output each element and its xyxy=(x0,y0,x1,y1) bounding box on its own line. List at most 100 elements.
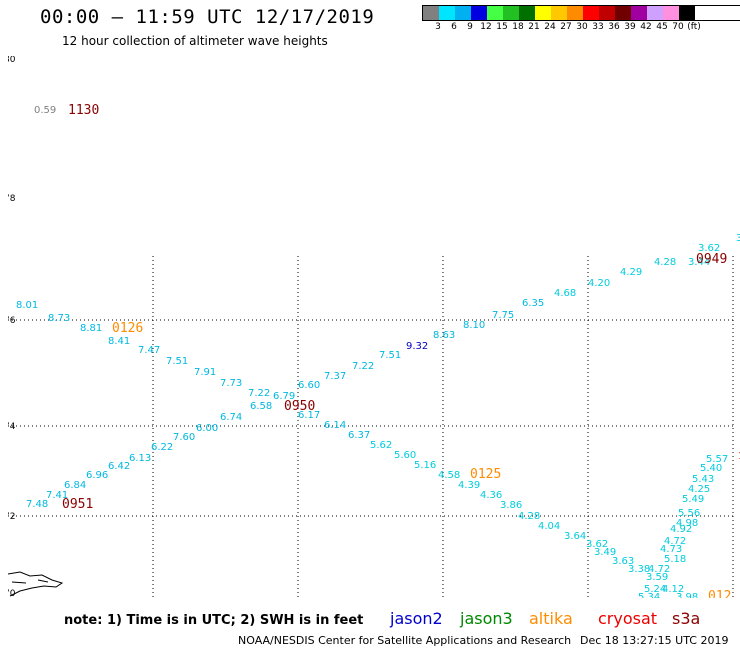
legend-swatch xyxy=(503,6,519,20)
latitude-tick-label: 72 xyxy=(8,512,15,522)
wave-height-label: 6.74 xyxy=(220,412,242,423)
wave-height-label: 5.43 xyxy=(692,474,714,485)
wave-height-label: 5.49 xyxy=(682,494,704,505)
legend-swatch xyxy=(519,6,535,20)
wave-height-label: 7.22 xyxy=(248,388,270,399)
wave-height-label: 6.96 xyxy=(86,470,108,481)
latitude-tick-label: 76 xyxy=(8,316,16,326)
wave-height-label: 6.00 xyxy=(196,423,218,434)
satellite-s3a: s3a xyxy=(672,609,701,628)
wave-height-label: 5.40 xyxy=(700,463,722,474)
legend-swatch xyxy=(679,6,695,20)
wave-height-label: 4.68 xyxy=(554,288,576,299)
wave-height-label: 5.57 xyxy=(706,454,728,465)
wave-height-label: 4.72 xyxy=(648,564,670,575)
legend-tick-label: 18 xyxy=(512,22,524,32)
wave-height-label: 3.86 xyxy=(500,500,522,511)
legend-swatch xyxy=(471,6,487,20)
wave-height-label: 5.62 xyxy=(370,440,392,451)
legend-swatch xyxy=(439,6,455,20)
legend-swatch xyxy=(615,6,631,20)
map-title: 00:00 – 11:59 UTC 12/17/2019 xyxy=(40,6,375,28)
legend-swatch xyxy=(487,6,503,20)
legend-tick-label: 36 xyxy=(608,22,620,32)
wave-height-label: 4.20 xyxy=(588,278,610,289)
latitude-tick-label: 70 xyxy=(8,589,16,598)
wave-height-label: 4.58 xyxy=(438,470,460,481)
wave-height-label: 4.36 xyxy=(480,490,502,501)
legend-tick-label: 42 xyxy=(640,22,652,32)
wave-height-label: 4.98 xyxy=(676,518,698,529)
wave-height-label: 6.79 xyxy=(273,391,295,402)
wave-height-label: 7.51 xyxy=(166,356,188,367)
legend-swatches xyxy=(422,5,740,21)
satellite-altika: altika xyxy=(529,609,573,628)
wave-height-label: 5.60 xyxy=(394,450,416,461)
legend-tick-labels: 3 6 9 12 15 18 21 24 27 30 33 36 39 42 45 70 (ft) xyxy=(422,21,740,33)
wave-height-label: 7.60 xyxy=(173,432,195,443)
legend-tick-label: 21 xyxy=(528,22,540,32)
wave-height-label: 4.39 xyxy=(458,480,480,491)
svalbard-coastline xyxy=(8,571,64,597)
legend-tick-label: 33 xyxy=(592,22,604,32)
wave-height-label: 8.73 xyxy=(48,313,70,324)
map-canvas: 3033363942458078767472700.598.018.738.81… xyxy=(8,56,740,598)
legend-tick-label: 30 xyxy=(576,22,588,32)
pass-time-label: 0125 xyxy=(470,467,501,482)
wave-height-label: 4.28 xyxy=(654,257,676,268)
legend-tick-label: 24 xyxy=(544,22,556,32)
wave-height-label: 8.10 xyxy=(463,320,485,331)
wave-height-label: 6.17 xyxy=(298,410,320,421)
legend-swatch xyxy=(631,6,647,20)
legend-swatch xyxy=(599,6,615,20)
wave-height-label: 5.24 xyxy=(644,584,666,595)
wave-height-label: 3.62 xyxy=(586,539,608,550)
footnote: note: 1) Time is in UTC; 2) SWH is in fe… xyxy=(64,613,364,628)
wave-height-label: 3.62 xyxy=(698,243,720,254)
legend-swatch xyxy=(551,6,567,20)
legend-swatch xyxy=(647,6,663,20)
wave-height-label: 4.72 xyxy=(664,536,686,547)
pass-time-label: 012 xyxy=(708,589,731,598)
wave-height-label: 7.47 xyxy=(138,345,160,356)
wave-height-label: 3.63 xyxy=(612,556,634,567)
wave-height-label: 4.25 xyxy=(688,484,710,495)
wave-height-label: 9.32 xyxy=(406,341,428,352)
wave-height-label: 6.42 xyxy=(108,461,130,472)
wave-height-label: 6.35 xyxy=(522,298,544,309)
wave-height-label: 6.84 xyxy=(64,480,86,491)
wave-height-label: 7.73 xyxy=(220,378,242,389)
wave-height-label: 8.63 xyxy=(433,330,455,341)
latitude-tick-label: 78 xyxy=(8,194,16,204)
wave-height-label: 7.37 xyxy=(324,371,346,382)
credit-line: NOAA/NESDIS Center for Satellite Applica… xyxy=(238,634,572,647)
wave-height-label: 7.41 xyxy=(46,490,68,501)
legend-tick-label: 70 xyxy=(672,22,684,32)
wave-height-label: 8.01 xyxy=(16,300,38,311)
legend-tick-label: 9 xyxy=(467,22,473,32)
generated-timestamp: Dec 18 13:27:15 UTC 2019 xyxy=(580,634,729,647)
wave-height-label: 6.58 xyxy=(250,401,272,412)
wave-height-label: 7.51 xyxy=(379,350,401,361)
pass-time-label: 0126 xyxy=(112,321,143,336)
wave-height-label: 6.13 xyxy=(129,453,151,464)
wave-height-label: 3.44 xyxy=(688,257,710,268)
legend-tick-label: 6 xyxy=(451,22,457,32)
legend-tick-label: 45 xyxy=(656,22,668,32)
wave-height-label: 3.98 xyxy=(676,592,698,598)
legend-tick-label: 15 xyxy=(496,22,508,32)
latitude-tick-label: 80 xyxy=(8,56,16,65)
wave-height-label: 4.12 xyxy=(662,584,684,595)
wave-height-label: 5.16 xyxy=(414,460,436,471)
wave-height-label: 4.29 xyxy=(620,267,642,278)
wave-height-label: 5.18 xyxy=(664,554,686,565)
legend-tick-label: 39 xyxy=(624,22,636,32)
pass-time-label: 0949 xyxy=(696,252,727,267)
wave-height-label: 0.59 xyxy=(34,105,56,116)
legend-swatch xyxy=(423,6,439,20)
color-legend: 3 6 9 12 15 18 21 24 27 30 33 36 39 42 45 70 (ft) xyxy=(422,5,740,33)
legend-tick-label: 3 xyxy=(435,22,441,32)
wave-height-label: 4.92 xyxy=(670,524,692,535)
wave-height-label: 8.41 xyxy=(108,336,130,347)
wave-height-label: 4.04 xyxy=(538,521,560,532)
